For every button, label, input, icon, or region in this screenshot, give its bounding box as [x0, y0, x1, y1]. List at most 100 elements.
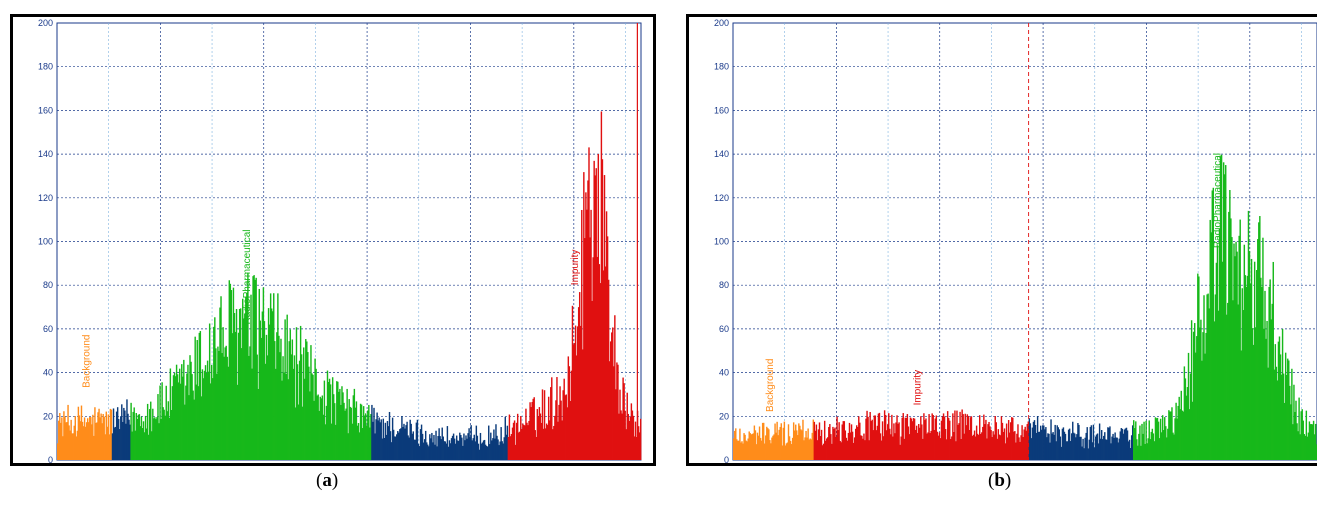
- histogram-bar: [556, 377, 558, 460]
- histogram-bar: [120, 416, 122, 460]
- histogram-bar: [1210, 232, 1212, 460]
- histogram-bar: [204, 365, 207, 460]
- histogram-bar: [951, 436, 953, 460]
- histogram-bar: [1226, 314, 1228, 460]
- histogram-bar: [265, 334, 268, 460]
- histogram-bar: [94, 407, 96, 460]
- histogram-bar: [1150, 431, 1153, 460]
- histogram-bar: [1058, 429, 1061, 460]
- histogram-bar: [245, 296, 247, 460]
- histogram-bar: [307, 352, 309, 460]
- histogram-bar: [408, 437, 410, 460]
- histogram-bar: [156, 417, 158, 460]
- histogram-bar: [267, 308, 270, 460]
- histogram-bar: [1179, 409, 1181, 460]
- histogram-bar: [905, 417, 908, 460]
- histogram-bar: [532, 398, 534, 460]
- histogram-bar: [96, 422, 98, 460]
- histogram-bar: [481, 442, 484, 460]
- histogram-bar: [423, 439, 426, 460]
- histogram-bar: [208, 323, 211, 460]
- histogram-bar: [1245, 286, 1248, 460]
- histogram-bar: [500, 427, 502, 460]
- histogram-bar: [222, 327, 224, 460]
- histogram-bar: [898, 422, 900, 460]
- histogram-bar: [746, 441, 748, 460]
- histogram-bar: [322, 414, 325, 460]
- histogram-bar: [85, 422, 88, 460]
- histogram-bar: [562, 390, 564, 460]
- histogram-bar: [1307, 432, 1310, 460]
- histogram-bar: [187, 364, 189, 460]
- histogram-bar: [437, 436, 439, 460]
- histogram-bar: [1157, 421, 1160, 460]
- histogram-bar: [954, 410, 956, 460]
- histogram-bar: [818, 422, 821, 460]
- y-tick-label: 200: [714, 18, 729, 28]
- histogram-bar: [629, 416, 632, 460]
- histogram-bar: [1225, 165, 1227, 461]
- histogram-bar: [88, 422, 90, 460]
- histogram-bar: [359, 403, 362, 460]
- histogram-bar: [115, 411, 118, 460]
- histogram-bar: [59, 413, 61, 460]
- histogram-bar: [510, 434, 513, 460]
- histogram-bar: [1014, 431, 1016, 460]
- histogram-bar: [189, 355, 191, 460]
- histogram-bar: [216, 373, 218, 460]
- histogram-bar: [405, 425, 407, 460]
- histogram-bar: [781, 445, 784, 460]
- region-label: Background: [765, 359, 776, 412]
- histogram-bar: [175, 364, 178, 460]
- histogram-bar: [597, 153, 600, 460]
- histogram-bar: [489, 444, 491, 460]
- histogram-bar: [778, 429, 780, 460]
- histogram-bar: [1137, 445, 1139, 460]
- histogram-bar: [623, 383, 625, 460]
- histogram-bar: [141, 428, 144, 460]
- histogram-bar: [421, 433, 424, 460]
- histogram-bar: [404, 428, 406, 460]
- histogram-bar: [631, 410, 634, 460]
- histogram-bar: [214, 317, 216, 460]
- histogram-bar: [823, 420, 826, 460]
- histogram-bar: [1162, 430, 1165, 460]
- histogram-bar: [162, 407, 164, 460]
- histogram-bar: [215, 348, 217, 460]
- histogram-bar: [1256, 270, 1258, 460]
- histogram-bar: [473, 434, 475, 460]
- histogram-bar: [567, 356, 570, 460]
- histogram-bar: [987, 424, 989, 460]
- histogram-bar: [919, 427, 921, 460]
- histogram-bar: [955, 441, 957, 460]
- histogram-bar: [821, 445, 824, 460]
- histogram-bar: [1104, 432, 1106, 460]
- histogram-bar: [180, 383, 182, 460]
- histogram-bar: [994, 416, 996, 460]
- histogram-bar: [587, 180, 589, 460]
- histogram-bar: [77, 406, 80, 460]
- histogram-bar: [274, 341, 276, 460]
- histogram-bar: [371, 404, 373, 460]
- histogram-bar: [366, 425, 368, 460]
- histogram-bar: [1312, 420, 1315, 460]
- histogram-bar: [741, 441, 743, 460]
- histogram-bar: [878, 412, 881, 460]
- histogram-bar: [981, 432, 983, 460]
- histogram-bar: [430, 438, 432, 460]
- histogram-bar: [884, 415, 887, 460]
- histogram-bar: [310, 345, 312, 460]
- histogram-bar: [446, 426, 449, 460]
- histogram-bar: [1144, 443, 1146, 460]
- histogram-bar: [1066, 441, 1069, 460]
- histogram-bar: [132, 411, 134, 460]
- histogram-bar: [255, 277, 257, 460]
- histogram-bar: [114, 426, 117, 460]
- histogram-bar: [1199, 327, 1201, 460]
- histogram-bar: [560, 400, 562, 460]
- histogram-bar: [426, 442, 428, 460]
- histogram-bar: [1026, 424, 1028, 460]
- histogram-bar: [128, 419, 130, 460]
- histogram-bars: [57, 111, 642, 461]
- histogram-bar: [139, 426, 142, 460]
